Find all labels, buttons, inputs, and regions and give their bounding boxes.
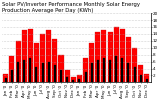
Bar bbox=[48, 62, 50, 82]
Bar bbox=[42, 63, 44, 82]
Bar bbox=[52, 39, 57, 82]
Bar bbox=[65, 70, 70, 82]
Bar bbox=[132, 48, 137, 82]
Bar bbox=[140, 75, 142, 82]
Bar bbox=[138, 65, 143, 82]
Bar bbox=[84, 72, 87, 82]
Bar bbox=[23, 60, 25, 82]
Bar bbox=[54, 65, 56, 82]
Bar bbox=[128, 63, 129, 82]
Bar bbox=[109, 60, 111, 82]
Bar bbox=[103, 58, 105, 82]
Bar bbox=[5, 78, 7, 82]
Bar bbox=[46, 30, 51, 82]
Bar bbox=[36, 67, 37, 82]
Bar bbox=[114, 27, 119, 82]
Text: Solar PV/Inverter Performance Monthly Solar Energy Production Average Per Day (K: Solar PV/Inverter Performance Monthly So… bbox=[2, 2, 140, 13]
Bar bbox=[115, 56, 117, 82]
Bar bbox=[71, 77, 76, 82]
Bar bbox=[16, 41, 20, 82]
Bar bbox=[83, 58, 88, 82]
Bar bbox=[66, 77, 68, 82]
Bar bbox=[34, 43, 39, 82]
Bar bbox=[134, 67, 136, 82]
Bar bbox=[120, 29, 125, 82]
Bar bbox=[91, 63, 93, 82]
Bar bbox=[22, 30, 27, 82]
Bar bbox=[11, 70, 13, 82]
Bar bbox=[58, 55, 64, 82]
Bar bbox=[3, 74, 8, 82]
Bar bbox=[144, 74, 149, 82]
Bar bbox=[108, 32, 113, 82]
Bar bbox=[146, 79, 148, 82]
Bar bbox=[121, 58, 123, 82]
Bar bbox=[126, 37, 131, 82]
Bar bbox=[9, 56, 14, 82]
Bar bbox=[101, 30, 106, 82]
Bar bbox=[78, 79, 80, 82]
Bar bbox=[72, 80, 74, 82]
Bar bbox=[40, 34, 45, 82]
Bar bbox=[29, 58, 31, 82]
Bar bbox=[28, 29, 33, 82]
Bar bbox=[95, 32, 100, 82]
Bar bbox=[60, 70, 62, 82]
Bar bbox=[77, 75, 82, 82]
Bar bbox=[89, 43, 94, 82]
Bar bbox=[17, 62, 19, 82]
Bar bbox=[97, 60, 99, 82]
